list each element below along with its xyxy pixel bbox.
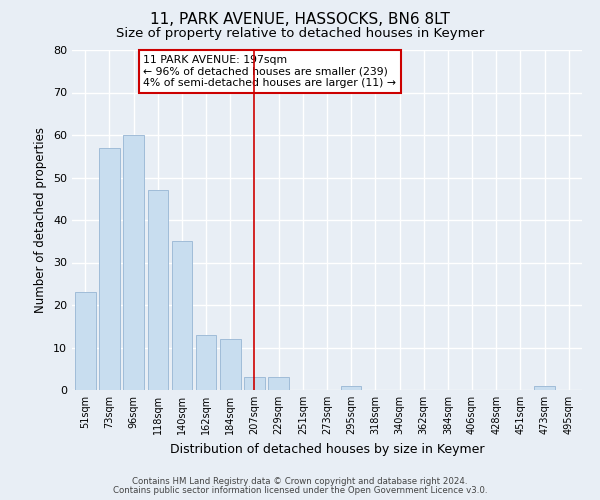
Y-axis label: Number of detached properties: Number of detached properties bbox=[34, 127, 47, 313]
Text: 11 PARK AVENUE: 197sqm
← 96% of detached houses are smaller (239)
4% of semi-det: 11 PARK AVENUE: 197sqm ← 96% of detached… bbox=[143, 55, 397, 88]
Bar bbox=[534, 386, 555, 390]
Text: Contains public sector information licensed under the Open Government Licence v3: Contains public sector information licen… bbox=[113, 486, 487, 495]
Bar bbox=[244, 378, 265, 390]
Bar bbox=[99, 148, 120, 390]
Text: Size of property relative to detached houses in Keymer: Size of property relative to detached ho… bbox=[116, 28, 484, 40]
Bar bbox=[124, 135, 144, 390]
Text: 11, PARK AVENUE, HASSOCKS, BN6 8LT: 11, PARK AVENUE, HASSOCKS, BN6 8LT bbox=[150, 12, 450, 28]
Bar bbox=[341, 386, 361, 390]
Bar bbox=[268, 378, 289, 390]
Bar bbox=[148, 190, 168, 390]
Bar bbox=[172, 242, 192, 390]
Text: Contains HM Land Registry data © Crown copyright and database right 2024.: Contains HM Land Registry data © Crown c… bbox=[132, 477, 468, 486]
Bar bbox=[196, 335, 217, 390]
Bar bbox=[75, 292, 95, 390]
Bar bbox=[220, 339, 241, 390]
X-axis label: Distribution of detached houses by size in Keymer: Distribution of detached houses by size … bbox=[170, 442, 484, 456]
